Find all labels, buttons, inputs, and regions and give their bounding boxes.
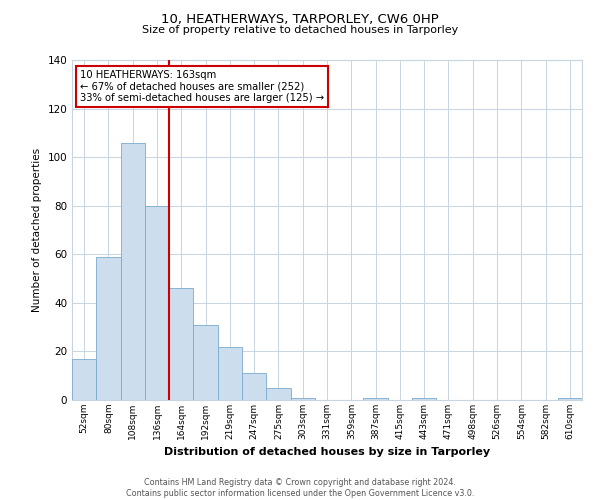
Bar — [412, 398, 436, 400]
Bar — [96, 256, 121, 400]
Bar — [169, 288, 193, 400]
X-axis label: Distribution of detached houses by size in Tarporley: Distribution of detached houses by size … — [164, 448, 490, 458]
Bar — [218, 346, 242, 400]
Bar — [266, 388, 290, 400]
Bar — [72, 358, 96, 400]
Bar — [558, 398, 582, 400]
Bar — [193, 324, 218, 400]
Y-axis label: Number of detached properties: Number of detached properties — [32, 148, 42, 312]
Bar — [121, 142, 145, 400]
Text: 10 HEATHERWAYS: 163sqm
← 67% of detached houses are smaller (252)
33% of semi-de: 10 HEATHERWAYS: 163sqm ← 67% of detached… — [80, 70, 324, 103]
Bar — [242, 374, 266, 400]
Bar — [364, 398, 388, 400]
Bar — [290, 398, 315, 400]
Text: Size of property relative to detached houses in Tarporley: Size of property relative to detached ho… — [142, 25, 458, 35]
Text: Contains HM Land Registry data © Crown copyright and database right 2024.
Contai: Contains HM Land Registry data © Crown c… — [126, 478, 474, 498]
Text: 10, HEATHERWAYS, TARPORLEY, CW6 0HP: 10, HEATHERWAYS, TARPORLEY, CW6 0HP — [161, 12, 439, 26]
Bar — [145, 206, 169, 400]
